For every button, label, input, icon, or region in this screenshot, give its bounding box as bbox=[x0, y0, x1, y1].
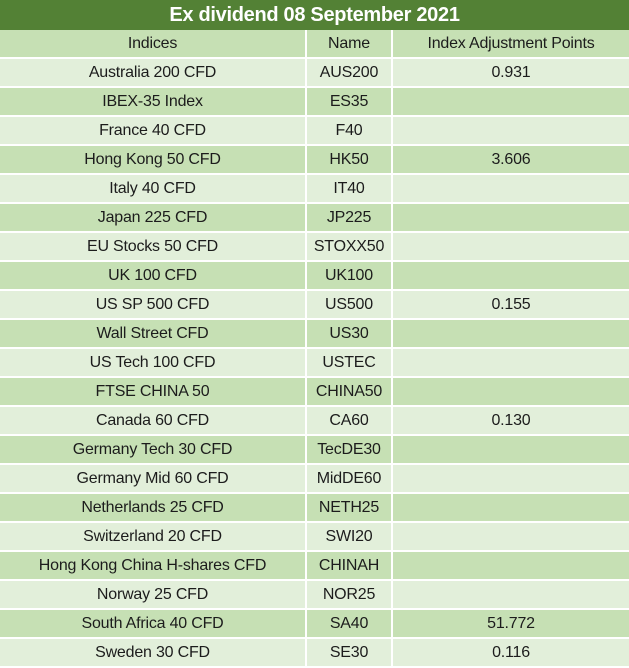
points-cell bbox=[391, 463, 629, 494]
name-cell: NOR25 bbox=[305, 579, 393, 610]
name-cell: CHINAH bbox=[305, 550, 393, 581]
name-cell: HK50 bbox=[305, 144, 393, 175]
indices-cell: Netherlands 25 CFD bbox=[0, 492, 307, 523]
name-cell: AUS200 bbox=[305, 57, 393, 88]
table-row: FTSE CHINA 50 CHINA50 bbox=[0, 376, 629, 407]
name-cell: UK100 bbox=[305, 260, 393, 291]
table-row: Wall Street CFD US30 bbox=[0, 318, 629, 349]
indices-cell: Italy 40 CFD bbox=[0, 173, 307, 204]
points-cell bbox=[391, 318, 629, 349]
indices-cell: France 40 CFD bbox=[0, 115, 307, 146]
name-cell: CA60 bbox=[305, 405, 393, 436]
table-row: France 40 CFD F40 bbox=[0, 115, 629, 146]
indices-cell: EU Stocks 50 CFD bbox=[0, 231, 307, 262]
points-cell: 0.155 bbox=[391, 289, 629, 320]
dividend-table: Indices Name Index Adjustment Points Aus… bbox=[0, 29, 629, 667]
name-cell: STOXX50 bbox=[305, 231, 393, 262]
table-row: UK 100 CFD UK100 bbox=[0, 260, 629, 291]
indices-cell: Germany Mid 60 CFD bbox=[0, 463, 307, 494]
indices-cell: Australia 200 CFD bbox=[0, 57, 307, 88]
name-cell: US500 bbox=[305, 289, 393, 320]
name-cell: TecDE30 bbox=[305, 434, 393, 465]
indices-cell: Canada 60 CFD bbox=[0, 405, 307, 436]
points-cell: 3.606 bbox=[391, 144, 629, 175]
points-cell bbox=[391, 115, 629, 146]
table-row: US Tech 100 CFD USTEC bbox=[0, 347, 629, 378]
table-row: Germany Tech 30 CFD TecDE30 bbox=[0, 434, 629, 465]
points-cell bbox=[391, 260, 629, 291]
indices-cell: Germany Tech 30 CFD bbox=[0, 434, 307, 465]
name-cell: MidDE60 bbox=[305, 463, 393, 494]
name-cell: NETH25 bbox=[305, 492, 393, 523]
points-cell bbox=[391, 492, 629, 523]
name-cell: US30 bbox=[305, 318, 393, 349]
points-cell bbox=[391, 86, 629, 117]
indices-cell: FTSE CHINA 50 bbox=[0, 376, 307, 407]
indices-cell: IBEX-35 Index bbox=[0, 86, 307, 117]
name-cell: JP225 bbox=[305, 202, 393, 233]
points-cell: 0.130 bbox=[391, 405, 629, 436]
table-row: Sweden 30 CFD SE30 0.116 bbox=[0, 637, 629, 667]
table-row: Hong Kong 50 CFD HK50 3.606 bbox=[0, 144, 629, 175]
header-row: Indices Name Index Adjustment Points bbox=[0, 29, 629, 59]
name-cell: IT40 bbox=[305, 173, 393, 204]
points-cell bbox=[391, 173, 629, 204]
table-row: South Africa 40 CFD SA40 51.772 bbox=[0, 608, 629, 639]
points-cell: 0.116 bbox=[391, 637, 629, 667]
table-row: Hong Kong China H-shares CFD CHINAH bbox=[0, 550, 629, 581]
points-cell bbox=[391, 550, 629, 581]
table-body: Australia 200 CFD AUS200 0.931 IBEX-35 I… bbox=[0, 57, 629, 667]
column-header-name: Name bbox=[305, 29, 393, 59]
column-header-indices: Indices bbox=[0, 29, 307, 59]
indices-cell: Hong Kong China H-shares CFD bbox=[0, 550, 307, 581]
name-cell: USTEC bbox=[305, 347, 393, 378]
indices-cell: US Tech 100 CFD bbox=[0, 347, 307, 378]
indices-cell: South Africa 40 CFD bbox=[0, 608, 307, 639]
column-header-points: Index Adjustment Points bbox=[391, 29, 629, 59]
indices-cell: Hong Kong 50 CFD bbox=[0, 144, 307, 175]
name-cell: ES35 bbox=[305, 86, 393, 117]
page-title: Ex dividend 08 September 2021 bbox=[0, 0, 629, 30]
name-cell: SWI20 bbox=[305, 521, 393, 552]
indices-cell: Japan 225 CFD bbox=[0, 202, 307, 233]
table-row: Japan 225 CFD JP225 bbox=[0, 202, 629, 233]
points-cell bbox=[391, 347, 629, 378]
table-row: Netherlands 25 CFD NETH25 bbox=[0, 492, 629, 523]
name-cell: CHINA50 bbox=[305, 376, 393, 407]
table-row: EU Stocks 50 CFD STOXX50 bbox=[0, 231, 629, 262]
table-row: Canada 60 CFD CA60 0.130 bbox=[0, 405, 629, 436]
table-row: IBEX-35 Index ES35 bbox=[0, 86, 629, 117]
table-row: Switzerland 20 CFD SWI20 bbox=[0, 521, 629, 552]
table-row: Italy 40 CFD IT40 bbox=[0, 173, 629, 204]
points-cell: 51.772 bbox=[391, 608, 629, 639]
points-cell bbox=[391, 231, 629, 262]
table-row: Australia 200 CFD AUS200 0.931 bbox=[0, 57, 629, 88]
points-cell bbox=[391, 579, 629, 610]
name-cell: F40 bbox=[305, 115, 393, 146]
points-cell bbox=[391, 434, 629, 465]
table-header: Indices Name Index Adjustment Points bbox=[0, 29, 629, 59]
points-cell: 0.931 bbox=[391, 57, 629, 88]
indices-cell: UK 100 CFD bbox=[0, 260, 307, 291]
name-cell: SA40 bbox=[305, 608, 393, 639]
name-cell: SE30 bbox=[305, 637, 393, 667]
indices-cell: Wall Street CFD bbox=[0, 318, 307, 349]
table-row: Norway 25 CFD NOR25 bbox=[0, 579, 629, 610]
table-row: Germany Mid 60 CFD MidDE60 bbox=[0, 463, 629, 494]
indices-cell: Switzerland 20 CFD bbox=[0, 521, 307, 552]
points-cell bbox=[391, 521, 629, 552]
points-cell bbox=[391, 376, 629, 407]
indices-cell: Sweden 30 CFD bbox=[0, 637, 307, 667]
points-cell bbox=[391, 202, 629, 233]
table-row: US SP 500 CFD US500 0.155 bbox=[0, 289, 629, 320]
indices-cell: Norway 25 CFD bbox=[0, 579, 307, 610]
indices-cell: US SP 500 CFD bbox=[0, 289, 307, 320]
